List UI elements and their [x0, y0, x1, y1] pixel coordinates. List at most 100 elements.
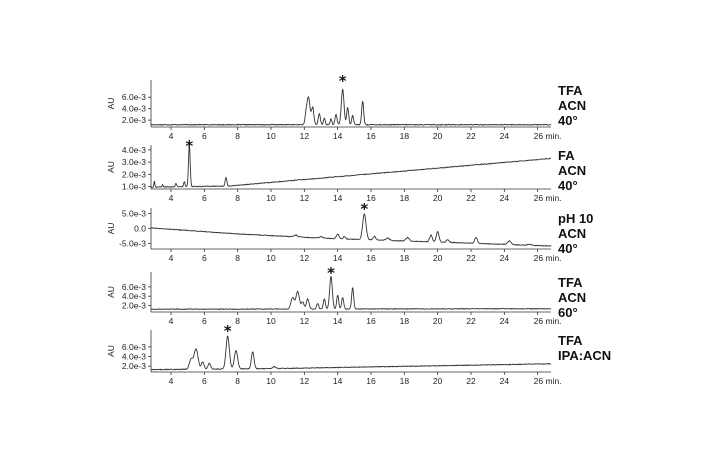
x-tick-label: 16 — [366, 131, 376, 141]
y-tick-label: 1.0e-3 — [122, 182, 146, 192]
x-tick-label: 4 — [169, 376, 174, 386]
x-tick-label: 8 — [235, 253, 240, 263]
x-tick-label: 14 — [333, 193, 343, 203]
chromatogram-trace — [150, 144, 552, 188]
condition-label: ACN — [558, 226, 586, 241]
y-axis-label: AU — [106, 161, 116, 173]
x-tick-label: 14 — [333, 316, 343, 326]
x-tick-label: 26 min. — [534, 193, 562, 203]
y-tick-label: 4.0e-3 — [122, 352, 146, 362]
condition-label: pH 10 — [558, 211, 593, 226]
x-tick-label: 26 min. — [534, 316, 562, 326]
y-tick-label: 2.0e-3 — [122, 115, 146, 125]
y-tick-label: 0.0 — [134, 224, 146, 234]
y-axis-label: AU — [106, 345, 116, 357]
condition-label: FA — [558, 148, 575, 163]
chromatogram-trace — [150, 335, 552, 371]
x-tick-label: 22 — [466, 193, 476, 203]
x-tick-label: 8 — [235, 316, 240, 326]
x-tick-label: 20 — [433, 316, 443, 326]
x-tick-label: 20 — [433, 376, 443, 386]
condition-label: TFA — [558, 275, 583, 290]
condition-label: 60° — [558, 305, 578, 320]
peak-star-marker: * — [327, 264, 335, 282]
x-tick-label: 10 — [266, 193, 276, 203]
x-tick-label: 10 — [266, 316, 276, 326]
y-tick-label: 2.0e-3 — [122, 169, 146, 179]
x-tick-label: 18 — [400, 131, 410, 141]
x-tick-label: 18 — [400, 376, 410, 386]
x-tick-label: 4 — [169, 253, 174, 263]
x-tick-label: 12 — [300, 376, 310, 386]
condition-label: TFA — [558, 333, 583, 348]
y-tick-label: -5.0e-3 — [119, 239, 146, 249]
x-tick-label: 26 min. — [534, 131, 562, 141]
x-tick-label: 6 — [202, 253, 207, 263]
condition-label: ACN — [558, 163, 586, 178]
x-tick-label: 12 — [300, 316, 310, 326]
condition-label: IPA:ACN — [558, 348, 611, 363]
condition-label: 40° — [558, 178, 578, 193]
x-tick-label: 24 — [500, 131, 510, 141]
x-tick-label: 18 — [400, 193, 410, 203]
condition-label: 40° — [558, 113, 578, 128]
x-tick-label: 14 — [333, 253, 343, 263]
x-tick-label: 6 — [202, 376, 207, 386]
condition-label: ACN — [558, 290, 586, 305]
x-tick-label: 18 — [400, 316, 410, 326]
chromatogram-panel-1: 6.0e-3 4.0e-32.0e-3 AU 4 6 8 10 12 14 16 18 20 22 24 2… — [106, 72, 586, 141]
peak-star-marker: * — [360, 200, 368, 218]
x-tick-label: 22 — [466, 131, 476, 141]
chromatogram-panel-2: 4.0e-3 3.0e-3 2.0e-3 1.0e-3 AU 4 6 8 10 12 14 16 18 2… — [106, 137, 586, 203]
x-tick-label: 16 — [366, 193, 376, 203]
chromatogram-panel-4: 6.0e-34.0e-32.0e-3 AU 4 6 8 10 12 14 16 18 20 22 24 2… — [106, 264, 586, 326]
x-tick-label: 24 — [500, 376, 510, 386]
y-tick-label: 4.0e-3 — [122, 291, 146, 301]
y-tick-label: 5.0e-3 — [122, 208, 146, 218]
y-axis-label: AU — [106, 286, 116, 298]
peak-star-marker: * — [339, 72, 347, 90]
x-tick-label: 20 — [433, 131, 443, 141]
x-tick-label: 10 — [266, 131, 276, 141]
x-tick-label: 26 min. — [534, 253, 562, 263]
y-tick-label: 6.0e-3 — [122, 342, 146, 352]
x-tick-label: 20 — [433, 193, 443, 203]
x-tick-label: 20 — [433, 253, 443, 263]
y-tick-label: 3.0e-3 — [122, 157, 146, 167]
x-tick-label: 18 — [400, 253, 410, 263]
x-tick-label: 16 — [366, 253, 376, 263]
x-tick-label: 12 — [300, 253, 310, 263]
x-tick-label: 24 — [500, 316, 510, 326]
x-tick-label: 16 — [366, 376, 376, 386]
x-tick-label: 6 — [202, 193, 207, 203]
x-tick-label: 6 — [202, 316, 207, 326]
x-tick-label: 22 — [466, 316, 476, 326]
x-tick-label: 22 — [466, 253, 476, 263]
x-tick-label: 24 — [500, 193, 510, 203]
chromatogram-trace — [150, 275, 552, 310]
chromatogram-trace — [150, 213, 552, 247]
x-tick-label: 10 — [266, 253, 276, 263]
y-axis-label: AU — [106, 98, 116, 110]
chromatogram-panel-5: 6.0e-34.0e-32.0e-3 AU 4 6 8 10 12 14 16 18 20 22 24 2… — [106, 322, 611, 386]
y-axis-label: AU — [106, 223, 116, 235]
condition-label: TFA — [558, 83, 583, 98]
x-tick-label: 12 — [300, 131, 310, 141]
peak-star-marker: * — [185, 137, 193, 155]
y-tick-label: 6.0e-3 — [122, 92, 146, 102]
x-tick-label: 6 — [202, 131, 207, 141]
x-tick-label: 24 — [500, 253, 510, 263]
x-tick-label: 4 — [169, 316, 174, 326]
x-tick-label: 4 — [169, 193, 174, 203]
x-tick-label: 8 — [235, 376, 240, 386]
chromatogram-trace — [150, 88, 552, 126]
chromatogram-panel-3: 5.0e-3 0.0 -5.0e-3AU 4 6 8 10 12 14 16 18 20 22 24 26 … — [106, 200, 593, 263]
peak-star-marker: * — [224, 322, 232, 340]
x-tick-label: 8 — [235, 131, 240, 141]
x-tick-label: 16 — [366, 316, 376, 326]
y-tick-label: 2.0e-3 — [122, 300, 146, 310]
x-tick-label: 26 min. — [534, 376, 562, 386]
y-tick-label: 2.0e-3 — [122, 361, 146, 371]
x-tick-label: 10 — [266, 376, 276, 386]
